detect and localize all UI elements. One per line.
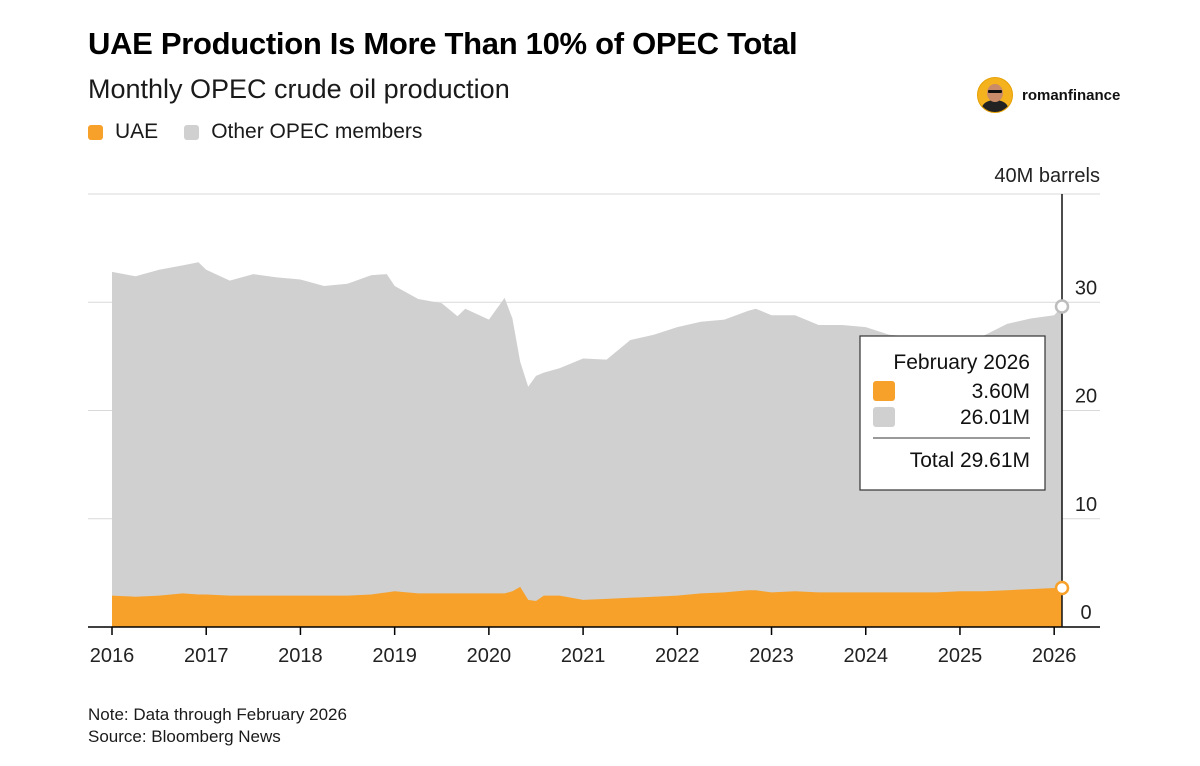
chart-subtitle: Monthly OPEC crude oil production xyxy=(88,74,510,104)
x-tick-label: 2026 xyxy=(1032,645,1077,667)
x-axis: 2016 2017 2018 2019 2020 2021 2022 2023 2024 2025… xyxy=(90,627,1077,667)
footer: Note: Data through February 2026 Source:… xyxy=(88,704,347,748)
y-tick-label: 30 xyxy=(1075,277,1097,299)
x-tick-label: 2018 xyxy=(278,645,323,667)
legend-swatch-uae xyxy=(88,124,103,140)
legend-item-uae: UAE xyxy=(88,120,158,144)
tooltip-swatch-uae xyxy=(873,381,895,401)
x-tick-label: 2017 xyxy=(184,645,229,667)
y-tick-label: 0 xyxy=(1080,602,1091,624)
legend-label-uae: UAE xyxy=(115,120,159,143)
avatar-icon xyxy=(977,77,1013,113)
x-tick-label: 2022 xyxy=(655,645,700,667)
chart-title: UAE Production Is More Than 10% of OPEC … xyxy=(88,26,798,61)
tooltip: February 2026 3.60M 26.01M Total 29.61M xyxy=(859,335,1046,491)
legend-swatch-other-opec xyxy=(184,124,200,140)
y-axis: 0 10 20 30 xyxy=(1075,277,1097,624)
tooltip-swatch-other xyxy=(873,407,895,427)
footer-note: Note: Data through February 2026 xyxy=(88,705,347,724)
x-tick-label: 2021 xyxy=(561,645,606,667)
x-tick-label: 2023 xyxy=(749,645,794,667)
tooltip-date: February 2026 xyxy=(893,351,1030,374)
y-tick-label: 20 xyxy=(1075,386,1097,408)
x-tick-label: 2016 xyxy=(90,645,135,667)
marker-uae-point[interactable] xyxy=(1054,580,1070,596)
tooltip-uae-value: 3.60M xyxy=(972,380,1030,403)
x-tick-label: 2020 xyxy=(467,645,512,667)
marker-total-point[interactable] xyxy=(1054,299,1070,314)
brand-name: romanfinance xyxy=(1022,86,1121,104)
chart-svg: 2016 2017 2018 2019 2020 2021 2022 2023 2024 2025… xyxy=(88,165,1100,667)
legend: UAE Other OPEC members xyxy=(88,120,448,144)
tooltip-total: Total 29.61M xyxy=(910,449,1030,472)
y-tick-label: 10 xyxy=(1075,494,1097,516)
brand[interactable]: romanfinance xyxy=(977,77,1120,113)
y-unit-label: 40M barrels xyxy=(994,165,1100,187)
x-tick-label: 2024 xyxy=(843,645,888,667)
legend-item-other-opec: Other OPEC members xyxy=(184,120,422,144)
area-uae xyxy=(112,586,1062,627)
x-tick-label: 2025 xyxy=(938,645,983,667)
x-tick-label: 2019 xyxy=(372,645,417,667)
legend-label-other-opec: Other OPEC members xyxy=(211,120,423,143)
tooltip-other-value: 26.01M xyxy=(960,406,1030,429)
footer-source: Source: Bloomberg News xyxy=(88,727,281,746)
area-other-opec xyxy=(112,262,1062,627)
